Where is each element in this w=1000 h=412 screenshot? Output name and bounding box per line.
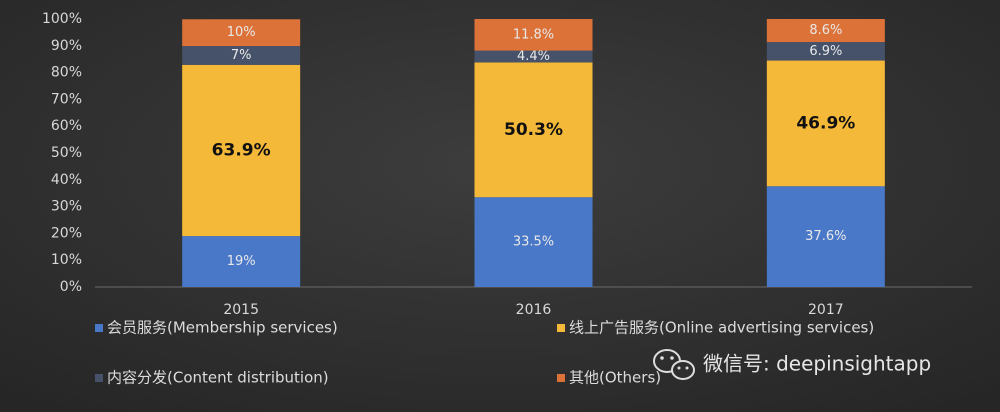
wechat-icon [653,349,695,380]
value-label: 46.9% [796,113,855,133]
y-tick-label: 90% [51,38,82,54]
legend-swatch [557,374,565,382]
bar-segment [766,60,885,187]
y-tick-label: 70% [51,91,82,107]
bar-segment [182,19,301,47]
bar-segment [182,236,301,287]
value-label: 8.6% [809,23,842,38]
legend-swatch [557,324,565,332]
y-tick-label: 80% [51,65,82,81]
legend-label: 会员服务(Membership services) [107,319,338,337]
watermark: 微信号: deepinsightapp [703,352,931,376]
value-label: 7% [231,48,252,63]
y-tick-label: 60% [51,118,82,134]
y-tick-label: 40% [51,172,82,188]
value-label: 63.9% [212,140,271,160]
x-tick-label: 2015 [223,302,259,318]
y-tick-label: 20% [51,225,82,241]
bar-segment [766,186,885,287]
y-tick-label: 100% [42,11,82,27]
y-tick-label: 50% [51,145,82,161]
bar-segment [766,19,885,43]
legend-label: 内容分发(Content distribution) [107,369,329,387]
value-label: 10% [227,25,256,40]
legend-swatch [95,324,103,332]
value-label: 11.8% [513,27,554,42]
bar-segment [474,50,593,63]
y-tick-label: 10% [51,252,82,268]
legend-label: 线上广告服务(Online advertising services) [569,319,874,337]
legend-label: 其他(Others) [569,369,661,387]
value-label: 33.5% [513,235,554,250]
bar-segment [766,42,885,61]
y-tick-label: 0% [60,279,82,295]
value-label: 50.3% [504,120,563,140]
value-label: 6.9% [809,44,842,59]
bar-segment [474,62,593,198]
bar-segment [474,197,593,287]
y-tick-label: 30% [51,199,82,215]
value-label: 37.6% [805,229,846,244]
legend-swatch [95,374,103,382]
x-tick-label: 2016 [516,302,552,318]
value-label: 19% [227,254,256,269]
x-tick-label: 2017 [808,302,844,318]
bar-segment [182,46,301,65]
bar-segment [182,64,301,237]
bar-segment [474,19,593,51]
value-label: 4.4% [517,49,550,64]
